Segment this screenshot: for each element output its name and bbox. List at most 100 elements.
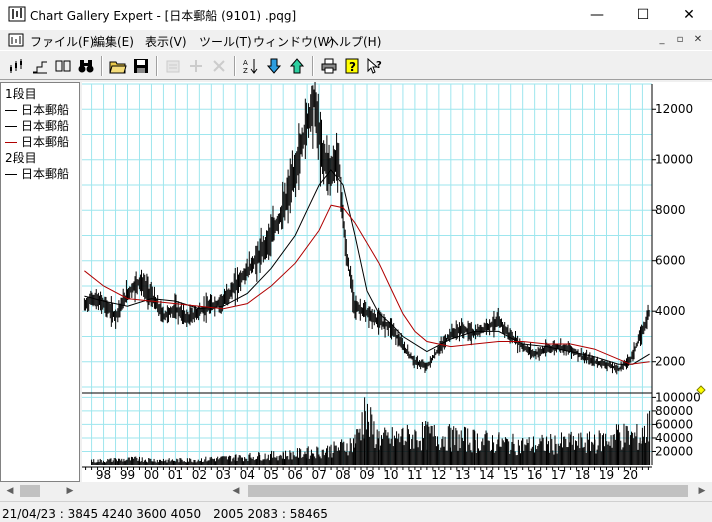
toolbar-separator [234, 56, 236, 76]
window-title: Chart Gallery Expert - [日本郵船 (9101) .pqg… [30, 9, 297, 23]
chart-scrollbar[interactable]: ◀ ▶ [82, 483, 712, 499]
moving-average-line-short [84, 168, 650, 365]
download-button[interactable] [263, 55, 285, 77]
y-tick-label: 40000 [655, 431, 693, 445]
panel-resize-handle-icon [696, 385, 706, 395]
app-logo-icon [8, 6, 26, 22]
candlestick-chart-button[interactable] [6, 55, 28, 77]
legend-item[interactable]: 日本郵船 [5, 117, 69, 134]
y-tick-label: 4000 [655, 304, 686, 318]
help-button[interactable]: ? [341, 55, 363, 77]
split-view-icon [55, 60, 71, 72]
x-tick-label: 20 [623, 468, 638, 482]
x-tick-label: 19 [599, 468, 614, 482]
candlestick-chart-icon [10, 59, 22, 73]
menu-window[interactable]: ウィンドウ(W) [253, 35, 335, 49]
menu-tools[interactable]: ツール(T) [199, 35, 252, 49]
save-button[interactable] [130, 55, 152, 77]
add-button[interactable] [185, 55, 207, 77]
context-help-icon: ? [367, 57, 382, 74]
legend-swatch [5, 126, 17, 127]
x-tick-label: 17 [551, 468, 566, 482]
print-button[interactable] [318, 55, 340, 77]
legend-panel: 1段目 日本郵船 日本郵船 日本郵船 2段目 日本郵船 [0, 82, 80, 482]
scroll-left-icon[interactable]: ◀ [232, 486, 240, 496]
properties-button[interactable] [162, 55, 184, 77]
mdi-restore-icon: ▫ [676, 34, 684, 45]
legend-scrollbar[interactable]: ◀ ▶ [0, 483, 80, 499]
y-tick-label: 80000 [655, 404, 693, 418]
maximize-icon: ☐ [636, 7, 650, 23]
x-tick-label: 11 [407, 468, 422, 482]
save-disk-icon [134, 59, 148, 73]
properties-icon [166, 60, 180, 73]
legend-item[interactable]: 日本郵船 [5, 165, 69, 182]
scroll-thumb[interactable] [20, 485, 40, 497]
scroll-left-icon[interactable]: ◀ [6, 486, 14, 496]
x-tick-label: 14 [479, 468, 494, 482]
x-tick-label: 02 [192, 468, 207, 482]
stock-chart[interactable]: 1200010000800060004000200010000080000600… [82, 82, 712, 482]
sort-icon: AZ [243, 59, 258, 75]
delete-icon [213, 60, 225, 72]
open-folder-icon [109, 61, 127, 74]
print-icon [321, 58, 337, 74]
x-tick-label: 10 [383, 468, 398, 482]
document-icon[interactable] [8, 32, 24, 48]
legend-section-1-title: 1段目 [5, 87, 37, 101]
mdi-restore-button[interactable]: ▫ [672, 33, 688, 47]
mdi-minimize-icon: _ [659, 34, 665, 45]
minimize-icon: — [590, 7, 604, 23]
x-tick-label: 05 [264, 468, 279, 482]
split-view-button[interactable] [52, 55, 74, 77]
svg-text:?: ? [349, 60, 356, 74]
toolbar-separator [156, 56, 158, 76]
mdi-minimize-button[interactable]: _ [654, 33, 670, 47]
context-help-button[interactable]: ? [364, 55, 386, 77]
y-tick-label: 60000 [655, 417, 693, 431]
close-button[interactable]: ✕ [666, 0, 712, 30]
x-tick-label: 03 [216, 468, 231, 482]
step-chart-button[interactable] [29, 55, 51, 77]
legend-item[interactable]: 日本郵船 [5, 101, 69, 118]
binoculars-icon [78, 60, 94, 73]
svg-text:?: ? [376, 60, 382, 71]
help-icon: ? [345, 58, 359, 74]
find-button[interactable] [75, 55, 97, 77]
legend-item[interactable]: 日本郵船 [5, 133, 69, 150]
scroll-thumb[interactable] [248, 485, 688, 497]
menu-view[interactable]: 表示(V) [145, 35, 187, 49]
menu-file[interactable]: ファイル(F) [30, 35, 95, 49]
status-bar: 21/04/23 : 3845 4240 3600 4050 2005 2083… [0, 501, 712, 522]
y-tick-label: 100000 [655, 390, 701, 404]
step-chart-icon [33, 61, 47, 74]
x-tick-label: 15 [503, 468, 518, 482]
scroll-right-icon[interactable]: ▶ [698, 486, 706, 496]
open-button[interactable] [107, 55, 129, 77]
x-tick-label: 00 [144, 468, 159, 482]
chart-area[interactable]: 12000 10000 8000 6000 4000 2000 100000 80000 600… [82, 82, 712, 482]
maximize-button[interactable]: ☐ [620, 0, 666, 30]
x-tick-label: 99 [120, 468, 135, 482]
legend-swatch [5, 142, 17, 143]
x-tick-label: 13 [455, 468, 470, 482]
y-tick-label: 6000 [655, 254, 686, 268]
upload-button[interactable] [286, 55, 308, 77]
scroll-right-icon[interactable]: ▶ [66, 486, 74, 496]
x-tick-label: 18 [575, 468, 590, 482]
menu-help[interactable]: ヘルプ(H) [327, 35, 382, 49]
y-tick-label: 20000 [655, 444, 693, 458]
y-tick-label: 10000 [655, 153, 693, 167]
svg-text:Z: Z [243, 67, 248, 75]
legend-item-label: 日本郵船 [21, 167, 70, 181]
x-tick-label: 98 [96, 468, 111, 482]
legend-item-label: 日本郵船 [21, 103, 70, 117]
delete-button[interactable] [208, 55, 230, 77]
y-tick-label: 12000 [655, 102, 693, 116]
legend-swatch [5, 110, 17, 111]
mdi-close-button[interactable]: ✕ [690, 33, 706, 47]
x-tick-label: 08 [335, 468, 350, 482]
minimize-button[interactable]: — [574, 0, 620, 30]
menu-edit[interactable]: 編集(E) [93, 35, 134, 49]
